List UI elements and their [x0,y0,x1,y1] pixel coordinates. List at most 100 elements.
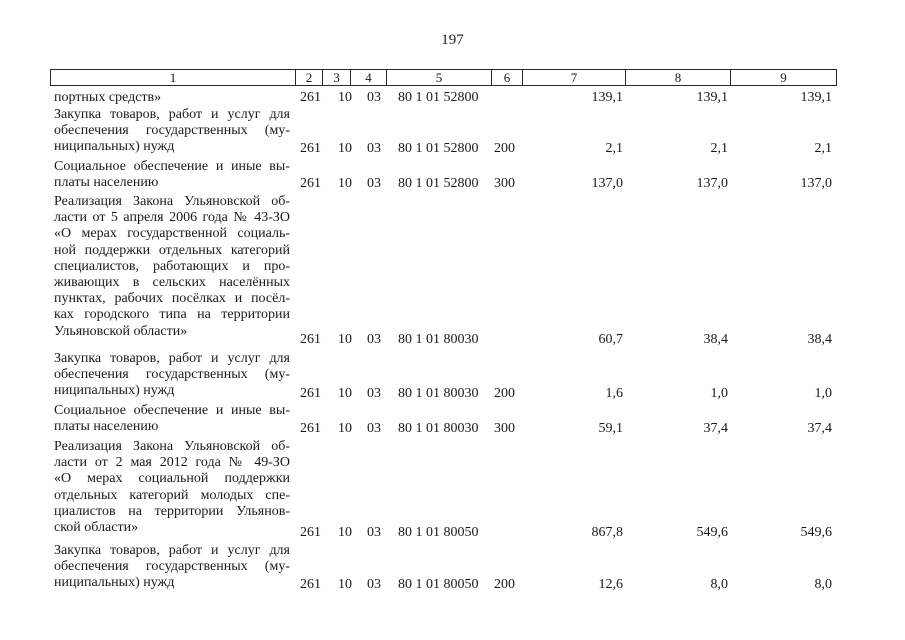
cell-vr: 300 [494,421,515,436]
description-line: ниципальных) нужд [54,139,175,155]
description-line: ласти от 5 апреля 2006 года № 43-ЗО [54,210,290,226]
header-col-7: 7 [570,70,578,85]
row-description: Реализация Закона Ульяновской об- ласти … [54,194,290,340]
cell-sum-3: 139,1 [800,90,833,105]
cell-grbs: 261 [300,332,321,347]
description-line: ниципальных) нужд [54,383,175,399]
cell-sum-1: 59,1 [598,421,624,436]
cell-sum-2: 37,4 [703,421,729,436]
header-col-9: 9 [780,70,787,85]
cell-sum-3: 549,6 [800,525,833,540]
cell-sum-1: 867,8 [591,525,624,540]
cell-rz: 10 [338,141,352,156]
row-description: Социальное обеспечение и иные вы- платы … [54,403,290,435]
cell-sum-1: 12,6 [598,577,624,592]
description-line: ниципальных) нужд [54,575,175,591]
cell-sum-2: 8,0 [710,577,729,592]
cell-sum-3: 2,1 [814,141,833,156]
description-line: «О мерах государственной социаль- [54,226,290,242]
cell-grbs: 261 [300,90,321,105]
cell-pr: 03 [367,141,381,156]
cell-rz: 10 [338,176,352,191]
column-divider [386,70,387,85]
cell-sum-2: 137,0 [696,176,729,191]
description-line: циалистов на территории Ульянов- [54,503,290,519]
header-col-1: 1 [169,70,177,85]
cell-rz: 10 [338,386,352,401]
description-line: обеспечения государственных (му- [54,123,290,139]
row-description: Закупка товаров, работ и услуг для обесп… [54,107,290,156]
column-divider [322,70,323,85]
cell-grbs: 261 [300,421,321,436]
cell-rz: 10 [338,332,352,347]
header-col-3: 3 [333,70,340,85]
cell-rz: 10 [338,90,352,105]
header-col-8: 8 [674,70,682,85]
description-line: обеспечения государственных (му- [54,367,290,383]
cell-pr: 03 [367,90,381,105]
cell-csr: 80 1 01 80030 [398,332,479,347]
cell-vr: 300 [494,176,515,191]
cell-grbs: 261 [300,141,321,156]
description-line: специалистов, работающих и про- [54,258,290,274]
description-line: портных средств» [54,90,162,105]
description-line: Закупка товаров, работ и услуг для [54,351,290,366]
row-description: Социальное обеспечение и иные вы- платы … [54,159,290,191]
cell-sum-2: 549,6 [696,525,729,540]
cell-csr: 80 1 01 52800 [398,90,479,105]
description-line: Социальное обеспечение и иные вы- [54,403,290,418]
cell-rz: 10 [338,525,352,540]
cell-pr: 03 [367,577,381,592]
cell-pr: 03 [367,421,381,436]
cell-csr: 80 1 01 80030 [398,386,479,401]
cell-vr: 200 [494,386,515,401]
description-line: Реализация Закона Ульяновской об- [54,194,290,209]
cell-sum-3: 8,0 [814,577,833,592]
description-line: Социальное обеспечение и иные вы- [54,159,290,174]
cell-sum-3: 1,0 [814,386,833,401]
page-number: 197 [441,32,464,48]
description-line: ках городского типа на территории [54,307,290,323]
cell-vr: 200 [494,577,515,592]
cell-sum-1: 2,1 [605,141,624,156]
header-col-5: 5 [435,70,443,85]
description-line: живающих в сельских населённых [54,274,290,290]
cell-csr: 80 1 01 80050 [398,525,479,540]
description-line: ласти от 2 мая 2012 года № 49-ЗО [54,455,290,471]
cell-pr: 03 [367,332,381,347]
cell-sum-1: 1,6 [605,386,624,401]
cell-grbs: 261 [300,176,321,191]
cell-sum-1: 60,7 [598,332,624,347]
cell-csr: 80 1 01 80050 [398,577,479,592]
cell-grbs: 261 [300,525,321,540]
cell-csr: 80 1 01 80030 [398,421,479,436]
description-line: Ульяновской области» [54,323,188,339]
table-header: 1 2 3 4 5 6 7 8 9 [50,69,837,86]
row-description: Реализация Закона Ульяновской об- ласти … [54,439,290,536]
cell-sum-2: 38,4 [703,332,729,347]
description-line: ной поддержки отдельных категорий [54,242,290,258]
description-line: платы населению [54,175,159,191]
cell-grbs: 261 [300,386,321,401]
description-line: отдельных категорий молодых спе- [54,487,290,503]
cell-sum-2: 139,1 [696,90,729,105]
cell-sum-1: 137,0 [591,176,624,191]
row-description: портных средств» [54,90,290,106]
column-divider [350,70,351,85]
cell-sum-2: 2,1 [710,141,729,156]
cell-sum-3: 38,4 [807,332,833,347]
cell-csr: 80 1 01 52800 [398,141,479,156]
description-line: Закупка товаров, работ и услуг для [54,107,290,122]
description-line: ской области» [54,519,139,535]
row-description: Закупка товаров, работ и услуг для обесп… [54,351,290,400]
column-divider [730,70,731,85]
column-divider [491,70,492,85]
cell-pr: 03 [367,386,381,401]
description-line: «О мерах социальной поддержки [54,471,290,487]
cell-sum-2: 1,0 [710,386,729,401]
column-divider [295,70,296,85]
header-col-6: 6 [503,70,511,85]
cell-grbs: 261 [300,577,321,592]
description-line: Реализация Закона Ульяновской об- [54,439,290,454]
description-line: Закупка товаров, работ и услуг для [54,543,290,558]
